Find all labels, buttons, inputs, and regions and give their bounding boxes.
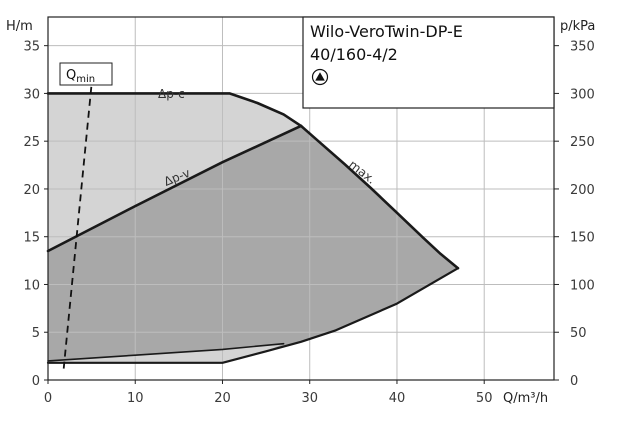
- dark-region: [48, 125, 458, 363]
- qmin-label: Qmin: [66, 68, 95, 85]
- y-left-tick-label: 30: [23, 87, 40, 102]
- series-line-dp-c: [46, 92, 303, 128]
- series-line-max: [299, 124, 460, 270]
- y-left-tick-label: 35: [23, 40, 40, 55]
- y-right-tick-label: 150: [570, 231, 595, 246]
- direction-triangle-icon: [311, 68, 329, 86]
- y-right-tick-label: 50: [570, 326, 587, 341]
- series-line-min-upper: [47, 342, 285, 362]
- y-right-tick-label: 0: [570, 374, 578, 389]
- x-tick-label: 30: [301, 391, 318, 406]
- x-axis-label: Q/m³/h: [503, 391, 548, 406]
- y-right-tick-label: 200: [570, 183, 595, 198]
- x-tick-label: 50: [476, 391, 493, 406]
- x-tick-label: 10: [127, 391, 144, 406]
- model-subtitle: 40/160-4/2: [310, 45, 398, 64]
- y-left-tick-label: 0: [32, 374, 40, 389]
- model-title: Wilo-VeroTwin-DP-E: [310, 22, 463, 41]
- y-right-tick-label: 300: [570, 87, 595, 102]
- curves-layer: [46, 92, 460, 364]
- ticks-layer: 0 10 20 30 40 5005101520253035050100150200250…: [23, 40, 594, 406]
- x-tick-label: 20: [214, 391, 231, 406]
- y-left-tick-label: 15: [23, 231, 40, 246]
- dp-c-label: Δp-c: [158, 87, 185, 101]
- regions-layer: [48, 93, 458, 363]
- x-tick-label: 0: [44, 391, 52, 406]
- model-title-box: [302, 16, 555, 109]
- plot-frame: [47, 16, 555, 381]
- y-left-tick-label: 20: [23, 183, 40, 198]
- qmin-label-box: [59, 62, 113, 86]
- y-right-tick-label: 100: [570, 278, 595, 293]
- y-left-tick-label: 25: [23, 135, 40, 150]
- series-line-dp-v: [46, 124, 303, 253]
- y-axis-right-label: p/kPa: [560, 19, 595, 34]
- y-axis-left-label: H/m: [6, 19, 33, 34]
- series-line-min-lower: [46, 267, 460, 364]
- y-right-tick-label: 350: [570, 40, 595, 55]
- y-right-tick-label: 250: [570, 135, 595, 150]
- y-left-tick-label: 10: [23, 278, 40, 293]
- y-left-tick-label: 5: [32, 326, 40, 341]
- x-tick-label: 40: [389, 391, 406, 406]
